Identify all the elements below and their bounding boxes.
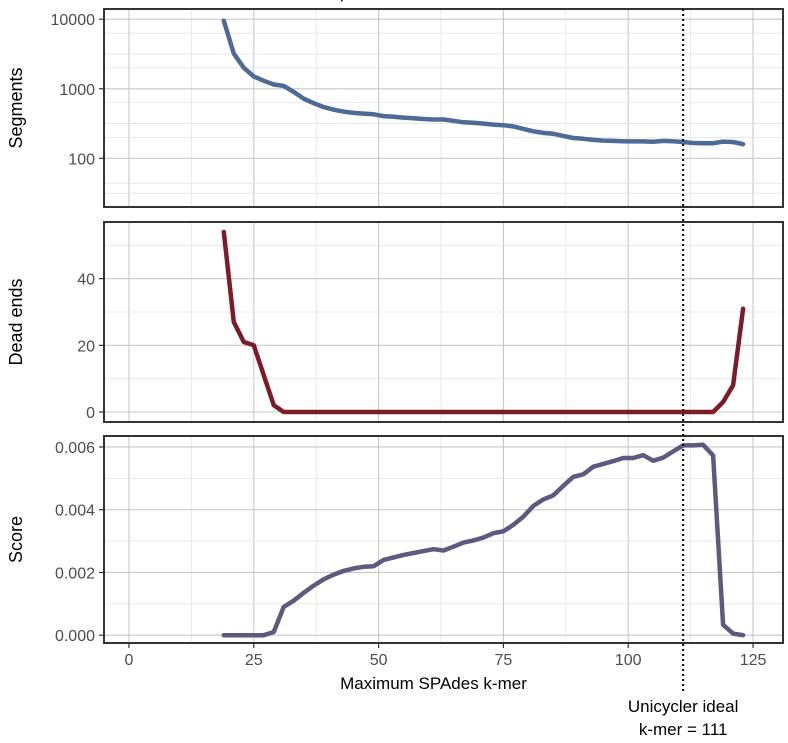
y-tick-label: 0.002 [55, 565, 95, 582]
panel-background [104, 9, 783, 207]
dead-ends-panel: 0 20 40 Dead ends [6, 221, 784, 423]
x-tick-label: 75 [495, 652, 513, 669]
y-tick-label: 0.000 [55, 628, 95, 645]
x-tick-label: 125 [740, 652, 767, 669]
x-axis: 0 25 50 75 100 125 [125, 643, 767, 669]
y-tick-label: 0.004 [55, 503, 95, 520]
x-tick-label: 100 [615, 652, 642, 669]
partial-title: p [340, 0, 349, 2]
segments-panel-frame [103, 8, 784, 208]
dead-ends-series-line [221, 229, 746, 415]
dead-ends-y-axis-label: Dead ends [6, 278, 26, 365]
score-y-axis-label: Score [6, 516, 26, 563]
ideal-kmer-annotation-line2: k-mer = 111 [639, 720, 728, 739]
x-axis-label: Maximum SPAdes k-mer [340, 674, 527, 693]
segments-panel: 100 1000 10000 Segments [6, 8, 784, 208]
score-panel: 0.000 0.002 0.004 0.006 Score [6, 435, 784, 645]
x-tick-label: 25 [245, 652, 263, 669]
y-tick-label: 20 [77, 338, 95, 355]
y-tick-label: 40 [77, 272, 95, 289]
panel-background [104, 222, 783, 422]
dead-ends-panel-frame [103, 221, 784, 423]
panel-background [104, 436, 783, 643]
x-tick-label: 0 [125, 652, 134, 669]
y-tick-label: 0 [86, 405, 95, 422]
x-tick-label: 50 [370, 652, 388, 669]
y-tick-label: 10000 [51, 12, 96, 29]
ideal-kmer-annotation-line1: Unicycler ideal [628, 697, 739, 716]
y-tick-label: 100 [68, 151, 95, 168]
score-series-line [221, 442, 746, 638]
y-tick-label: 0.006 [55, 440, 95, 457]
y-tick-label: 1000 [59, 82, 95, 99]
score-panel-frame [103, 435, 784, 644]
segments-series-line [221, 18, 746, 147]
segments-y-axis-label: Segments [6, 67, 26, 148]
